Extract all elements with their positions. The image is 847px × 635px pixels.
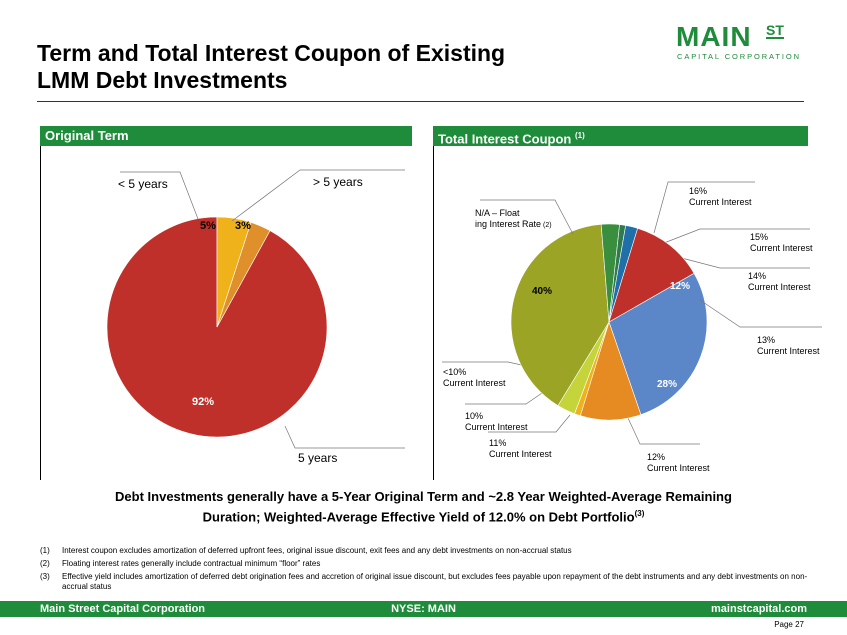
pie-category-label-5-years: 5 years (298, 451, 337, 465)
logo-main-text: MAIN (676, 21, 752, 52)
footnote: (3) Effective yield includes amortizatio… (40, 572, 810, 592)
footnotes: (1) Interest coupon excludes amortizatio… (40, 546, 810, 595)
footnote-number: (3) (40, 572, 50, 581)
footnote-number: (2) (40, 559, 50, 568)
pie-slice-13-current-interest (608, 227, 695, 323)
summary-note: (3) (634, 509, 645, 518)
footer-ticker: NYSE: MAIN (391, 603, 456, 615)
pie-category-label-5-years: > 5 years (313, 175, 363, 189)
leader-line (120, 171, 199, 220)
section-title-original-term: Original Term (45, 128, 129, 143)
title-divider (37, 101, 804, 102)
pie-slice-n-a-floating-interest-rate (510, 223, 610, 407)
logo-subtitle: CAPITAL CORPORATION (677, 52, 801, 61)
pie-category-label-14-current-interest: 14% Current Interest (748, 271, 811, 292)
leader-line (653, 181, 755, 234)
pie-slice-5-years (216, 222, 271, 328)
footnote-text: Interest coupon excludes amortization of… (62, 546, 572, 555)
leader-line (465, 390, 546, 405)
pie-category-label-11-current-interest: 11% Current Interest (489, 438, 552, 459)
pie-category-label-n-a-floating-interest-rate: N/A – Float ing Interest Rate (2) (475, 208, 552, 229)
pie-value-label-13-current-interest: 12% (670, 281, 690, 292)
summary-line1: Debt Investments generally have a 5-Year… (115, 489, 732, 504)
leader-line (627, 417, 700, 445)
footer-bar: Main Street Capital Corporation NYSE: MA… (0, 601, 847, 617)
pie-category-label-10-current-interest: <10% Current Interest (443, 367, 506, 388)
summary-line2-text: Duration; Weighted-Average Effective Yie… (202, 509, 635, 525)
pie-slice-12-current-interest (608, 272, 708, 416)
leader-line (480, 199, 574, 235)
footnote: (1) Interest coupon excludes amortizatio… (40, 546, 810, 556)
pie-value-label-12-current-interest: 28% (657, 379, 677, 390)
footnote-text: Floating interest rates generally includ… (62, 559, 321, 568)
section-title-note: (1) (575, 131, 585, 140)
leader-line (284, 425, 405, 449)
pie-value-label-5-years: 5% (200, 220, 216, 232)
footer-company: Main Street Capital Corporation (40, 603, 206, 615)
summary-statement: Debt Investments generally have a 5-Year… (60, 488, 787, 525)
leader-line (669, 254, 810, 269)
leader-line (488, 414, 571, 433)
pie-category-label-15-current-interest: 15% Current Interest (750, 232, 813, 253)
pie-value-label-5-years: 3% (235, 220, 251, 232)
section-title-interest-coupon: Total Interest Coupon (438, 131, 572, 147)
left-panel-border (40, 146, 41, 480)
pie-category-label-5-years: < 5 years (118, 177, 168, 191)
pie-category-label-13-current-interest: 13% Current Interest (757, 335, 820, 356)
pie-category-label-12-current-interest: 12% Current Interest (647, 452, 710, 473)
footnote-number: (1) (40, 546, 50, 555)
page-title-line2: LMM Debt Investments (37, 67, 288, 93)
original-term-pie: 92% 5 years 5% < 5 years 3% > 5 years (106, 169, 405, 465)
footnote-text: Effective yield includes amortization of… (62, 572, 808, 591)
right-panel-border (433, 146, 434, 480)
company-logo: MAIN ST CAPITAL CORPORATION (676, 22, 806, 62)
leader-line (699, 299, 822, 328)
pie-value-label-n-a-floating-interest-rate: 40% (532, 286, 552, 297)
pie-category-label-16-current-interest: 16% Current Interest (689, 186, 752, 207)
footnote: (2) Floating interest rates generally in… (40, 559, 810, 569)
leader-line (663, 228, 810, 244)
pie-category-label-10-current-interest: 10% Current Interest (465, 411, 528, 432)
section-header-interest-coupon: Total Interest Coupon (1) (433, 126, 808, 146)
summary-line2: Duration; Weighted-Average Effective Yie… (60, 505, 787, 525)
page-title-line1: Term and Total Interest Coupon of Existi… (37, 40, 506, 66)
leader-line (231, 169, 405, 222)
pie-value-label-5-years: 92% (192, 396, 214, 408)
logo-st-text: ST (766, 22, 784, 39)
page-number: Page 27 (774, 620, 804, 629)
section-header-original-term: Original Term (40, 126, 412, 146)
footer-website[interactable]: mainstcapital.com (711, 603, 807, 615)
page-title: Term and Total Interest Coupon of Existi… (37, 40, 597, 94)
